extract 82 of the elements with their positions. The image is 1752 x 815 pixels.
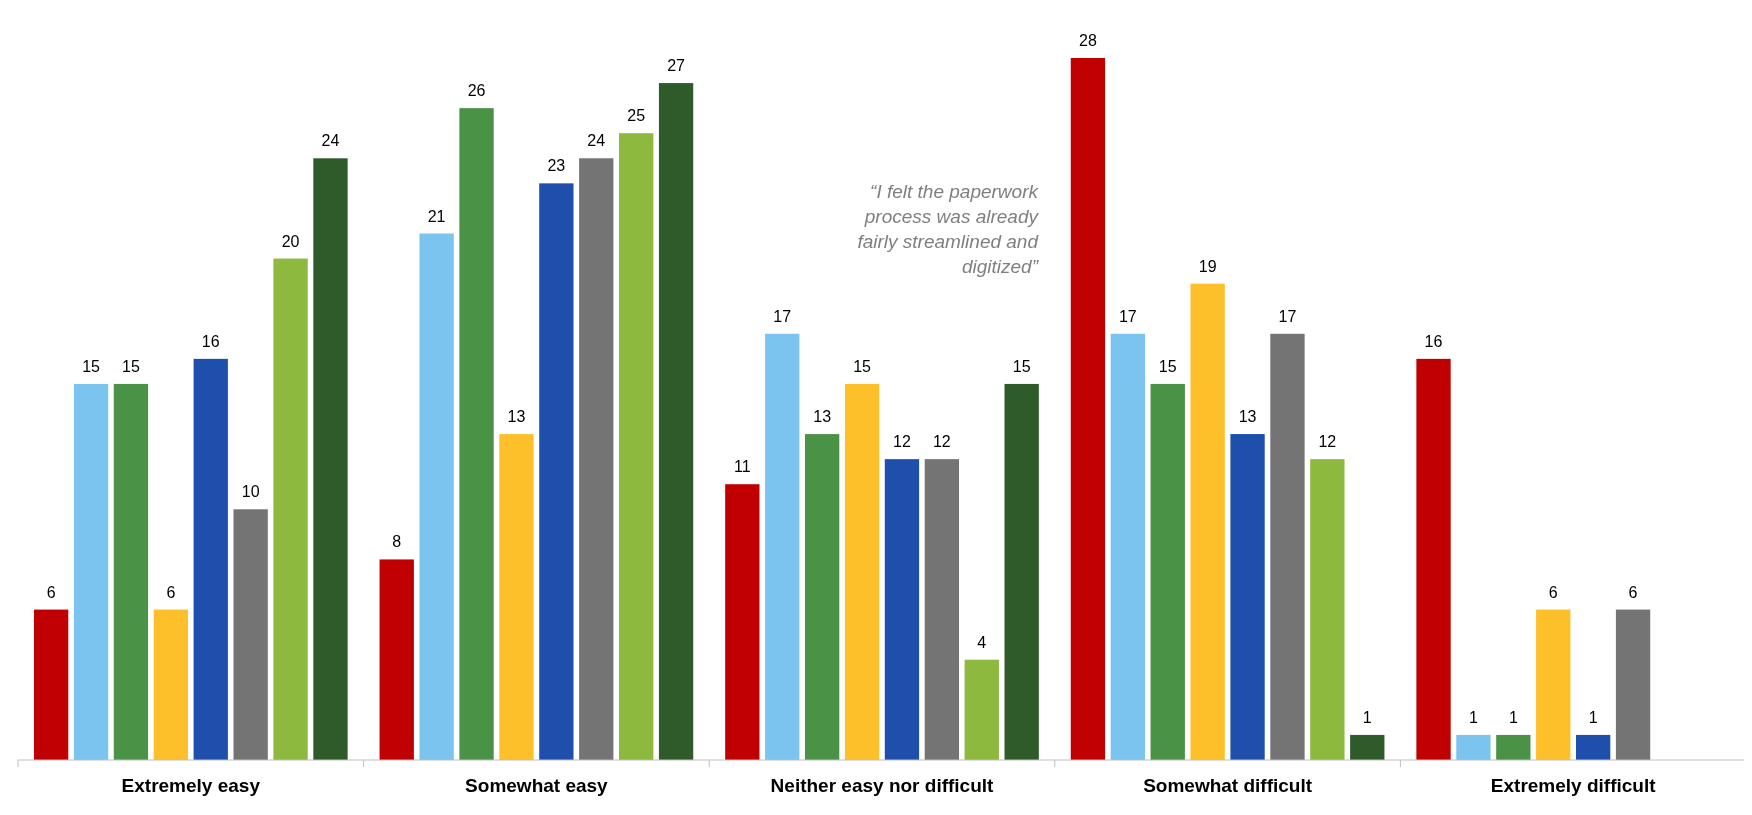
data-label: 1 <box>1468 708 1478 726</box>
bar <box>273 258 308 760</box>
bar <box>1416 358 1451 760</box>
data-label: 6 <box>46 583 56 601</box>
bar <box>459 108 494 760</box>
bar <box>658 83 694 760</box>
data-label: 1 <box>1362 708 1372 726</box>
data-label: 28 <box>1079 32 1097 49</box>
bar <box>1070 58 1106 760</box>
data-label: 13 <box>1238 408 1257 426</box>
data-label: 17 <box>1278 307 1297 325</box>
bar <box>844 383 880 760</box>
data-label: 6 <box>1628 583 1638 601</box>
x-tick-label: Extremely easy <box>121 775 261 796</box>
bar <box>1350 734 1385 760</box>
bar <box>884 459 920 760</box>
bar <box>499 434 534 760</box>
bar <box>765 333 800 760</box>
bar <box>1004 383 1039 760</box>
data-label: 21 <box>427 207 446 225</box>
bar <box>1456 734 1491 760</box>
data-label: 12 <box>893 433 911 451</box>
data-label: 27 <box>667 57 686 75</box>
data-label: 19 <box>1198 257 1217 275</box>
data-label: 16 <box>1424 332 1443 350</box>
data-label: 12 <box>932 433 951 451</box>
bar <box>924 459 960 760</box>
annotation: “I felt the paperwork process was already fairly streamlined and digitized” <box>857 181 1040 277</box>
data-label: 8 <box>392 533 402 551</box>
data-label: 24 <box>321 132 340 150</box>
data-label: 11 <box>734 458 751 476</box>
data-label: 4 <box>977 633 987 651</box>
bar <box>725 484 760 760</box>
data-label: 26 <box>467 82 486 100</box>
x-tick-label: Somewhat difficult <box>1143 775 1313 796</box>
data-label: 16 <box>201 332 220 350</box>
data-label: 6 <box>1548 583 1558 601</box>
data-label: 17 <box>1118 307 1137 325</box>
data-label: 1 <box>1508 708 1518 726</box>
data-label: 24 <box>587 132 606 150</box>
bar <box>1310 459 1345 760</box>
bar <box>379 559 414 760</box>
x-tick-label: Extremely difficult <box>1490 775 1657 796</box>
data-label: 15 <box>853 357 872 375</box>
data-label: 10 <box>241 483 260 501</box>
data-label: 15 <box>1012 357 1031 375</box>
data-label: 12 <box>1318 433 1337 451</box>
data-label: 23 <box>547 157 566 175</box>
bar <box>619 133 654 760</box>
bar <box>1150 383 1185 760</box>
data-label: 6 <box>166 583 176 601</box>
bar <box>419 233 454 760</box>
bar <box>1536 609 1571 760</box>
bar <box>1270 333 1305 760</box>
bar <box>539 183 574 760</box>
bar <box>153 609 189 760</box>
data-label: 15 <box>82 357 101 375</box>
bar <box>233 509 268 760</box>
bar <box>964 659 999 760</box>
bar <box>1615 609 1651 760</box>
bar <box>313 158 348 760</box>
bar <box>113 383 149 760</box>
x-tick-label: Somewhat easy <box>465 775 609 796</box>
data-label: 13 <box>507 408 526 426</box>
data-label: 17 <box>773 307 792 325</box>
bar <box>73 383 109 760</box>
bar <box>1190 283 1225 760</box>
data-label: 15 <box>122 357 140 375</box>
bar <box>1230 434 1265 760</box>
bar <box>193 358 228 760</box>
data-label: 25 <box>627 107 646 125</box>
bar <box>1575 734 1611 760</box>
bar <box>804 434 840 760</box>
data-label: 13 <box>813 408 832 426</box>
bar <box>579 158 614 760</box>
x-tick-label: Neither easy nor difficult <box>770 775 995 796</box>
bar <box>1496 734 1531 760</box>
bar <box>33 609 69 760</box>
data-label: 15 <box>1158 357 1177 375</box>
bar <box>1110 333 1145 760</box>
data-label: 20 <box>281 232 300 250</box>
data-label: 1 <box>1588 708 1598 726</box>
